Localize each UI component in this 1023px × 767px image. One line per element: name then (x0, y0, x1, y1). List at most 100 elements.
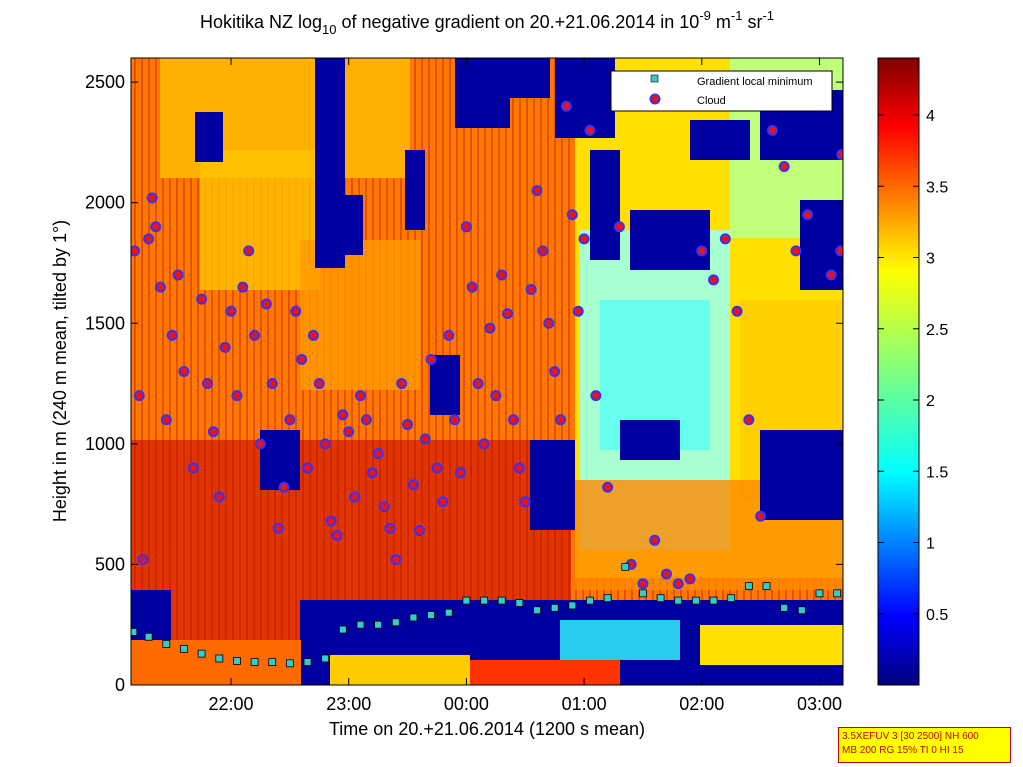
x-axis: 22:00 23:00 00:00 01:00 02:00 03:00 (209, 58, 842, 714)
plot-frame (130, 57, 844, 686)
cloud-point (555, 414, 567, 426)
cloud-point (437, 496, 449, 508)
cloud-point (502, 308, 514, 320)
cloud-point (343, 426, 355, 438)
colorbar-tick-label: 1.5 (926, 464, 948, 481)
y-tick-label: 0 (115, 675, 125, 695)
gradient-minimum-point (674, 596, 683, 605)
cloud-point (431, 462, 443, 474)
gradient-minimum-point (321, 654, 330, 663)
cloud-point (543, 317, 555, 329)
gradient-minimum-point (180, 644, 188, 653)
gradient-minimum-point (621, 562, 630, 571)
gradient-minimum-point (762, 582, 771, 591)
cloud-point (455, 467, 467, 479)
cloud-point (484, 322, 496, 334)
cloud-point (172, 269, 184, 281)
cloud-point (507, 414, 519, 426)
gradient-minimum-point (797, 606, 806, 615)
x-tick-label: 23:00 (326, 694, 371, 714)
cloud-point (178, 366, 190, 377)
cloud-point (549, 366, 561, 377)
cloud-point (207, 426, 219, 438)
gradient-minimum-point (356, 620, 365, 629)
cloud-point (513, 462, 525, 474)
cloud-point (708, 274, 720, 286)
cloud-point (578, 233, 590, 245)
cloud-point (349, 491, 361, 503)
x-tick-label: 03:00 (797, 694, 842, 714)
gradient-minimum-point (833, 589, 842, 598)
cloud-point (384, 522, 396, 534)
cloud-point (637, 578, 649, 590)
cloud-point (249, 329, 261, 341)
colorbar-tick-label: 4 (926, 108, 935, 125)
gradient-minimum-point (480, 596, 488, 605)
cloud-point (425, 353, 437, 365)
cloud-point (237, 281, 249, 293)
cloud-point (187, 462, 199, 474)
x-axis-label: Time on 20.+21.06.2014 (1200 s mean) (329, 719, 645, 739)
gradient-minimum-point (815, 589, 824, 598)
cloud-point (584, 124, 596, 136)
cloud-point (225, 305, 237, 317)
gradient-minimum-point (427, 611, 435, 619)
cloud-point (613, 221, 625, 233)
cloud-point (260, 298, 272, 310)
cloud-point (835, 245, 843, 257)
cloud-point (302, 462, 314, 474)
gradient-minimum-point (250, 658, 259, 666)
settings-annotation: 3.5XEFUV 3 [30 2500] NH 600 MB 200 RG 15… (838, 727, 1011, 763)
cloud-point (196, 293, 208, 305)
y-tick-label: 1500 (85, 313, 125, 333)
gradient-minimum-point (533, 606, 541, 615)
cloud-point (137, 554, 149, 566)
cloud-point (660, 568, 672, 580)
settings-line-1: 3.5XEFUV 3 [30 2500] NH 600 (842, 731, 979, 742)
legend-label-minimum: Gradient local minimum (697, 76, 813, 88)
cloud-point (778, 161, 790, 173)
cloud-point (354, 390, 366, 402)
cloud-point (337, 409, 349, 421)
gradient-minimum-point (374, 620, 383, 629)
gradient-minimum-point (691, 596, 700, 605)
cloud-point (790, 245, 802, 257)
cloud-point (154, 281, 166, 293)
cloud-point (166, 329, 178, 341)
x-tick-label: 22:00 (209, 694, 254, 714)
cloud-point (466, 281, 478, 293)
cloud-point (402, 419, 414, 431)
y-tick-label: 1000 (85, 434, 125, 454)
cloud-markers (131, 100, 843, 590)
cloud-point (290, 305, 302, 317)
cloud-point (219, 341, 231, 353)
cloud-point (254, 438, 266, 450)
cloud-point (684, 573, 696, 585)
gradient-minimum-point (215, 654, 224, 663)
y-axis-label: Height in m (240 m mean, tilted by 1°) (50, 220, 70, 522)
cloud-point (519, 496, 531, 508)
cloud-point (696, 245, 708, 257)
gradient-minimum-point (515, 599, 524, 607)
colorbar-tick-label: 3 (926, 251, 935, 268)
cloud-point (836, 148, 843, 160)
cloud-point (378, 501, 390, 513)
cloud-point (766, 124, 778, 136)
chart-title: Hokitika NZ log10 of negative gradient o… (200, 8, 774, 37)
cloud-point (537, 245, 549, 257)
legend-marker-cloud (649, 93, 661, 105)
cloud-point (672, 578, 684, 590)
cloud-point (272, 522, 284, 534)
gradient-minimum-point (497, 596, 506, 605)
legend-label-cloud: Cloud (697, 95, 726, 107)
x-tick-label: 01:00 (562, 694, 607, 714)
gradient-minimum-point (162, 640, 171, 648)
gradient-minimum-point (462, 596, 471, 605)
heatmap (131, 58, 843, 685)
cloud-point (731, 305, 743, 317)
gradient-minimum-point (444, 608, 453, 617)
cloud-point (143, 233, 155, 245)
gradient-minimum-point (656, 594, 665, 603)
cloud-point (146, 192, 158, 204)
cloud-point (419, 433, 431, 445)
